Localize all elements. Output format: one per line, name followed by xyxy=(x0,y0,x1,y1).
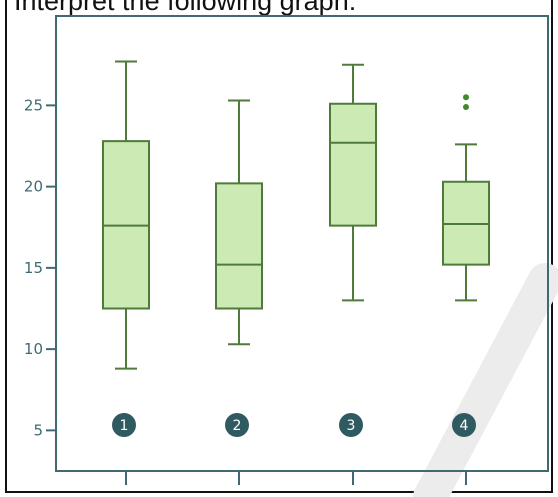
iqr-box xyxy=(329,102,377,227)
category-badge xyxy=(339,413,363,437)
y-tick-label: 10 xyxy=(24,340,43,358)
box-series xyxy=(102,60,490,370)
y-tick-label: 15 xyxy=(24,259,43,277)
watermark-stroke xyxy=(413,263,558,497)
badge-2: 2 xyxy=(225,413,249,437)
category-label: 1 xyxy=(120,418,129,434)
badge-3: 3 xyxy=(339,413,363,437)
question-text: Interpret the following graph: xyxy=(14,0,357,16)
chart-axes xyxy=(55,15,549,472)
plot-border xyxy=(55,15,549,472)
badge-4: 4 xyxy=(452,413,476,437)
box-1 xyxy=(102,60,150,370)
y-tick-label: 5 xyxy=(33,421,43,439)
category-badge xyxy=(225,413,249,437)
category-badges: 1 2 3 4 xyxy=(112,413,476,437)
category-badge xyxy=(452,413,476,437)
category-badge xyxy=(112,413,136,437)
category-label: 4 xyxy=(460,418,469,434)
y-axis-ticks: 5 10 15 20 25 xyxy=(24,96,56,439)
y-tick-label: 20 xyxy=(24,178,43,196)
question-frame xyxy=(5,0,553,493)
outlier-point xyxy=(463,94,469,101)
box-2 xyxy=(215,99,263,346)
box-3 xyxy=(329,63,377,302)
iqr-box xyxy=(215,182,263,310)
box-4 xyxy=(442,94,490,302)
category-label: 3 xyxy=(347,418,356,434)
x-axis-ticks xyxy=(125,471,467,485)
outlier-point xyxy=(463,104,469,110)
y-tick-label: 25 xyxy=(24,96,43,114)
category-label: 2 xyxy=(233,418,242,434)
badge-1: 1 xyxy=(112,413,136,437)
